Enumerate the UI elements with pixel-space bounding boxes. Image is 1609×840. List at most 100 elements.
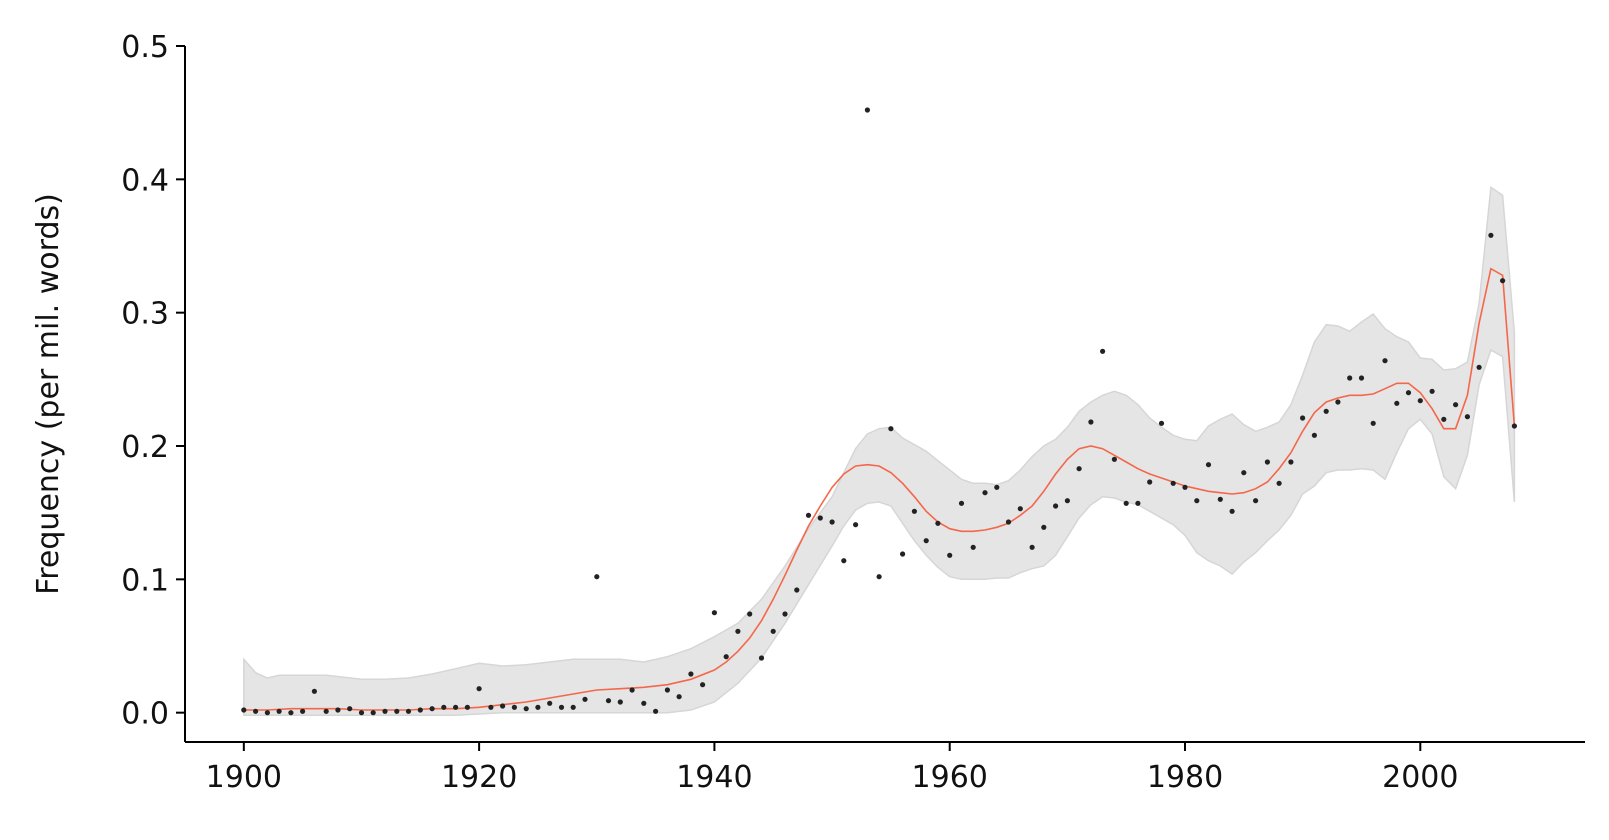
data-point [617, 699, 623, 705]
data-point [1076, 466, 1082, 472]
data-point [311, 688, 317, 694]
data-point [476, 686, 482, 692]
data-point [958, 500, 965, 506]
y-tick-label: 0.1 [121, 563, 169, 598]
data-point [900, 551, 906, 557]
data-point [653, 708, 659, 714]
trend-line-layer [243, 267, 1516, 711]
data-point [1288, 459, 1294, 465]
data-point [570, 704, 576, 710]
data-point [782, 611, 788, 617]
data-point [1053, 503, 1059, 509]
confidence-band-layer [243, 185, 1516, 717]
data-point [300, 708, 306, 714]
data-point [241, 707, 247, 713]
data-point [1100, 348, 1106, 354]
data-point [864, 107, 871, 113]
data-point [747, 611, 753, 617]
data-point [688, 671, 694, 677]
data-point [394, 708, 400, 714]
data-point [770, 628, 776, 634]
y-tick-label: 0.3 [121, 297, 169, 332]
data-point [1500, 278, 1506, 284]
y-axis-label: Frequency (per mil. words) [31, 193, 66, 595]
data-point [1370, 420, 1376, 426]
data-point [1382, 358, 1388, 364]
data-point [1511, 423, 1517, 429]
data-point [1323, 408, 1329, 414]
data-point [417, 707, 423, 713]
data-point [805, 512, 812, 518]
data-point [1147, 479, 1153, 485]
data-point [1229, 508, 1235, 514]
x-tick-label: 1940 [676, 760, 752, 795]
data-point [994, 484, 1000, 490]
data-point [664, 687, 671, 693]
data-point [1205, 462, 1212, 468]
data-point [888, 426, 894, 432]
data-point [288, 710, 294, 716]
data-point [605, 698, 612, 704]
data-point [1158, 420, 1165, 426]
data-point [1488, 232, 1494, 238]
data-point [1311, 432, 1317, 438]
data-point [1405, 390, 1412, 396]
data-point [464, 704, 470, 710]
data-point [1135, 500, 1141, 506]
y-tick-label: 0.5 [121, 30, 169, 65]
confidence-band [243, 185, 1516, 717]
data-point [700, 682, 706, 688]
data-point [523, 706, 529, 712]
data-point [453, 704, 459, 710]
data-point [1464, 414, 1470, 420]
data-point [511, 704, 517, 710]
x-tick-label: 2000 [1382, 760, 1458, 795]
data-point [1300, 415, 1306, 421]
data-point [982, 490, 988, 496]
data-point [841, 558, 847, 564]
data-point [1064, 498, 1070, 504]
data-point [1358, 375, 1365, 381]
data-point [935, 520, 941, 526]
data-point [853, 522, 859, 528]
x-tick-label: 1960 [912, 760, 988, 795]
data-point [758, 655, 765, 661]
data-point [1041, 524, 1047, 530]
data-point [547, 700, 553, 706]
data-point [1441, 416, 1447, 422]
x-tick-label: 1900 [206, 760, 282, 795]
x-tick-label: 1920 [441, 760, 517, 795]
data-point [1194, 498, 1200, 504]
data-point [629, 687, 635, 693]
y-tick-label: 0.0 [121, 697, 169, 732]
data-point [970, 544, 976, 550]
data-point [335, 707, 341, 713]
data-point [429, 706, 435, 712]
data-point [1347, 375, 1353, 381]
y-tick-label: 0.4 [121, 163, 169, 198]
data-point [558, 704, 565, 710]
data-point [582, 696, 588, 702]
data-point [1217, 496, 1223, 502]
data-point [641, 700, 647, 706]
data-point [817, 515, 823, 521]
data-point [1335, 399, 1341, 405]
data-point [370, 710, 376, 716]
data-point [1417, 398, 1423, 404]
axes: 0.0 0.1 0.2 0.3 0.4 0.5 1900 1920 1940 1960 1980 20… [121, 30, 1585, 795]
data-point [382, 708, 388, 714]
data-points-layer [241, 107, 1517, 716]
x-tick-label: 1980 [1147, 760, 1223, 795]
data-point [535, 704, 541, 710]
data-point [264, 710, 270, 716]
data-point [500, 703, 506, 709]
data-point [488, 704, 494, 710]
data-point [1276, 480, 1282, 486]
data-point [723, 654, 729, 660]
data-point [1253, 498, 1259, 504]
data-point [1394, 400, 1400, 406]
data-point [323, 708, 329, 714]
data-point [1429, 388, 1435, 394]
data-point [405, 708, 412, 714]
